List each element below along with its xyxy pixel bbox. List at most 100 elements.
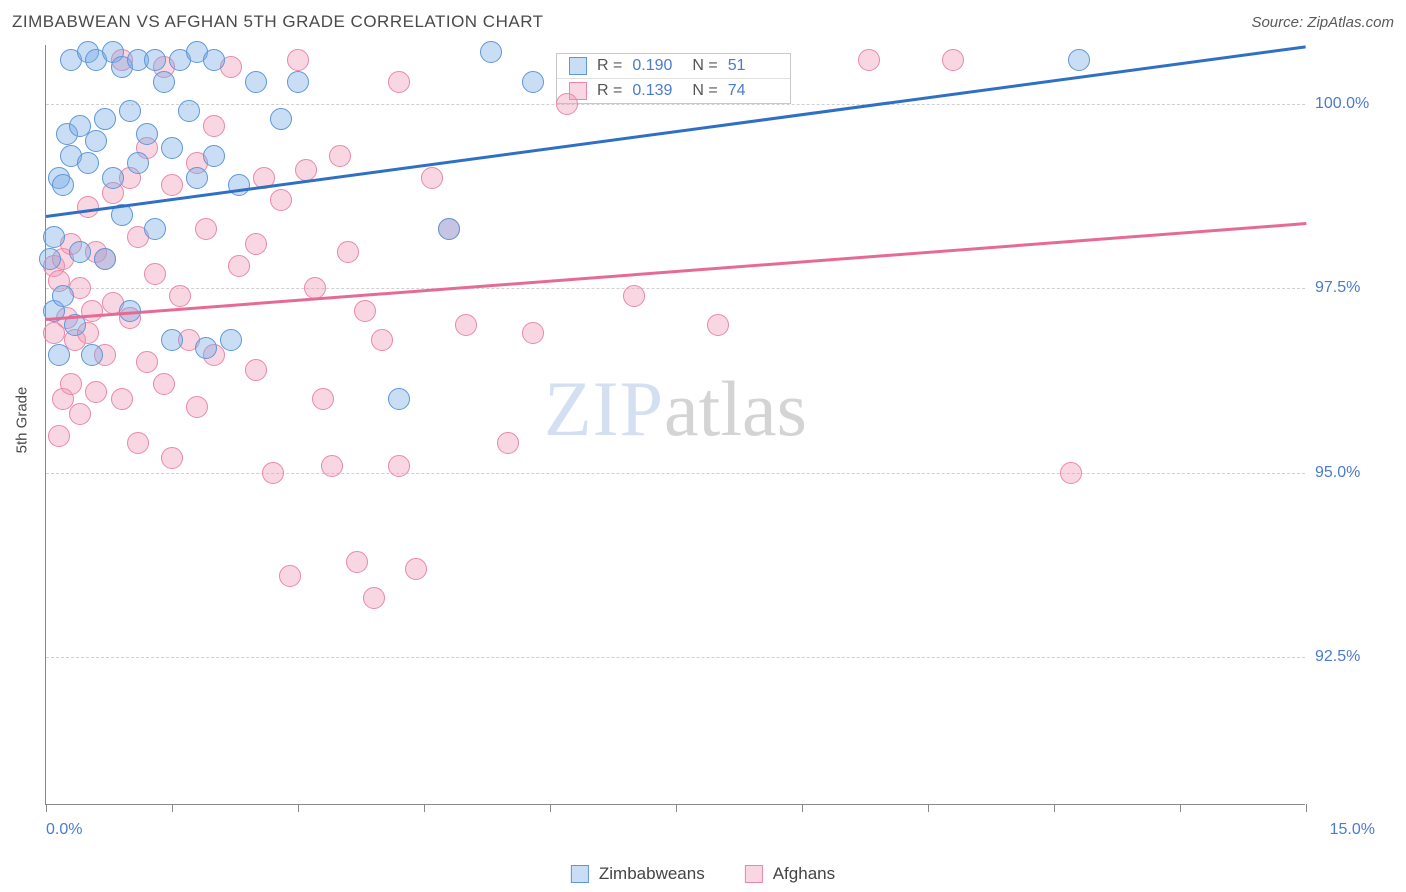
scatter-point-afghans <box>363 587 385 609</box>
scatter-point-zimbabweans <box>52 285 74 307</box>
scatter-point-zimbabweans <box>186 167 208 189</box>
legend-item-zimbabweans: Zimbabweans <box>571 864 705 884</box>
scatter-point-afghans <box>136 351 158 373</box>
r-value-zim: 0.190 <box>632 57 682 75</box>
scatter-point-zimbabweans <box>287 71 309 93</box>
scatter-point-afghans <box>245 359 267 381</box>
xtick <box>928 804 929 812</box>
scatter-point-zimbabweans <box>245 71 267 93</box>
scatter-point-zimbabweans <box>161 137 183 159</box>
plot-container: ZIPatlas R = 0.190 N = 51 R = 0.139 N = … <box>45 45 1385 835</box>
scatter-point-zimbabweans <box>153 71 175 93</box>
scatter-point-zimbabweans <box>144 218 166 240</box>
scatter-point-zimbabweans <box>48 344 70 366</box>
legend-label-afghans: Afghans <box>773 864 835 884</box>
scatter-point-afghans <box>707 314 729 336</box>
scatter-point-afghans <box>60 373 82 395</box>
gridline-h <box>46 104 1305 105</box>
scatter-point-afghans <box>245 233 267 255</box>
watermark-atlas: atlas <box>664 365 807 452</box>
plot-area: ZIPatlas R = 0.190 N = 51 R = 0.139 N = … <box>45 45 1305 805</box>
scatter-point-zimbabweans <box>178 100 200 122</box>
gridline-h <box>46 473 1305 474</box>
xtick <box>1054 804 1055 812</box>
scatter-point-afghans <box>228 255 250 277</box>
legend-label-zimbabweans: Zimbabweans <box>599 864 705 884</box>
scatter-point-afghans <box>421 167 443 189</box>
scatter-point-afghans <box>153 373 175 395</box>
gridline-h <box>46 288 1305 289</box>
scatter-point-afghans <box>161 447 183 469</box>
r-value-afg: 0.139 <box>632 82 682 100</box>
scatter-point-zimbabweans <box>94 248 116 270</box>
scatter-point-afghans <box>346 551 368 573</box>
xtick <box>1306 804 1307 812</box>
scatter-point-afghans <box>522 322 544 344</box>
xtick <box>424 804 425 812</box>
scatter-point-afghans <box>405 558 427 580</box>
scatter-point-afghans <box>497 432 519 454</box>
stats-row-zimbabweans: R = 0.190 N = 51 <box>557 54 790 78</box>
scatter-point-afghans <box>623 285 645 307</box>
ytick-label: 97.5% <box>1315 279 1385 297</box>
scatter-point-afghans <box>287 49 309 71</box>
legend-swatch-afghans <box>745 865 763 883</box>
scatter-point-afghans <box>111 388 133 410</box>
scatter-point-zimbabweans <box>270 108 292 130</box>
xtick <box>46 804 47 812</box>
scatter-point-afghans <box>942 49 964 71</box>
ytick-label: 95.0% <box>1315 464 1385 482</box>
chart-title: ZIMBABWEAN VS AFGHAN 5TH GRADE CORRELATI… <box>12 12 544 32</box>
scatter-point-afghans <box>169 285 191 307</box>
scatter-point-afghans <box>262 462 284 484</box>
scatter-point-zimbabweans <box>522 71 544 93</box>
scatter-point-zimbabweans <box>94 108 116 130</box>
gridline-h <box>46 657 1305 658</box>
scatter-point-zimbabweans <box>220 329 242 351</box>
n-value-afg: 74 <box>728 82 778 100</box>
bottom-legend: Zimbabweans Afghans <box>571 864 835 884</box>
scatter-point-afghans <box>186 396 208 418</box>
scatter-point-zimbabweans <box>102 167 124 189</box>
xtick <box>1180 804 1181 812</box>
scatter-point-zimbabweans <box>119 100 141 122</box>
scatter-point-afghans <box>312 388 334 410</box>
scatter-point-afghans <box>85 381 107 403</box>
chart-header: ZIMBABWEAN VS AFGHAN 5TH GRADE CORRELATI… <box>12 8 1394 36</box>
y-axis-label: 5th Grade <box>14 387 31 454</box>
scatter-point-zimbabweans <box>203 49 225 71</box>
stats-legend: R = 0.190 N = 51 R = 0.139 N = 74 <box>556 53 791 104</box>
x-min-label: 0.0% <box>46 821 82 839</box>
scatter-point-zimbabweans <box>195 337 217 359</box>
scatter-point-zimbabweans <box>144 49 166 71</box>
scatter-point-afghans <box>195 218 217 240</box>
scatter-point-zimbabweans <box>480 41 502 63</box>
x-max-label: 15.0% <box>1330 821 1375 839</box>
scatter-point-afghans <box>279 565 301 587</box>
scatter-point-afghans <box>858 49 880 71</box>
scatter-point-afghans <box>321 455 343 477</box>
chart-source: Source: ZipAtlas.com <box>1251 14 1394 31</box>
scatter-point-afghans <box>270 189 292 211</box>
xtick <box>802 804 803 812</box>
xtick <box>550 804 551 812</box>
r-label: R = <box>597 57 622 75</box>
n-value-zim: 51 <box>728 57 778 75</box>
xtick <box>172 804 173 812</box>
xtick <box>676 804 677 812</box>
n-label: N = <box>692 82 717 100</box>
scatter-point-zimbabweans <box>1068 49 1090 71</box>
scatter-point-afghans <box>144 263 166 285</box>
swatch-zimbabweans <box>569 57 587 75</box>
ytick-label: 92.5% <box>1315 648 1385 666</box>
xtick <box>298 804 299 812</box>
legend-swatch-zimbabweans <box>571 865 589 883</box>
scatter-point-afghans <box>161 174 183 196</box>
scatter-point-afghans <box>556 93 578 115</box>
scatter-point-afghans <box>329 145 351 167</box>
scatter-point-zimbabweans <box>203 145 225 167</box>
scatter-point-afghans <box>127 432 149 454</box>
stats-row-afghans: R = 0.139 N = 74 <box>557 78 790 103</box>
scatter-point-zimbabweans <box>136 123 158 145</box>
scatter-point-zimbabweans <box>81 344 103 366</box>
